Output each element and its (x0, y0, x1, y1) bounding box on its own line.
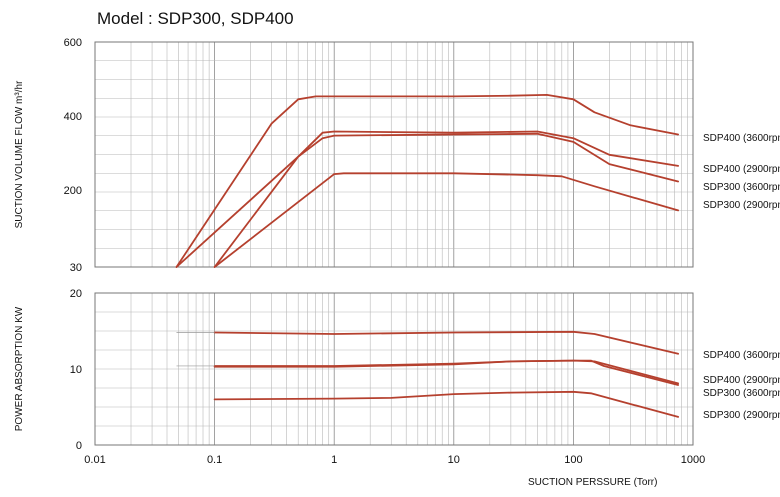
flow-series-line-1 (175, 94, 679, 268)
power-y-ticks: 0 10 20 (70, 288, 82, 452)
flow-series-group (175, 94, 679, 268)
power-y-tick-label: 20 (70, 288, 82, 300)
power-y-axis-label: POWER ABSORPTION KW (14, 306, 25, 431)
x-tick-label: 1000 (681, 454, 705, 466)
power-legend-label-1: SDP400 (3600rpm) (703, 350, 780, 361)
flow-series-line-4 (213, 172, 679, 268)
power-legend-label-4: SDP300 (2900rpm) (703, 410, 780, 421)
flow-legend: SDP400 (3600rpm) SDP400 (2900rpm) SDP300 (… (703, 133, 780, 211)
chart-title: Model : SDP300, SDP400 (97, 9, 294, 28)
flow-legend-label-2: SDP400 (2900rpm) (703, 164, 780, 175)
flow-legend-label-3: SDP300 (3600rpm) (703, 182, 780, 193)
flow-legend-label-4: SDP300 (2900rpm) (703, 200, 780, 211)
power-series-line-3 (213, 359, 679, 386)
flow-legend-label-1: SDP400 (3600rpm) (703, 133, 780, 144)
flow-y-tick-label: 600 (64, 37, 82, 49)
flow-y-axis-label: SUCTION VOLUME FLOW m³/hr (14, 80, 25, 228)
power-series-line-4 (213, 390, 679, 418)
power-series-line-1 (213, 330, 679, 355)
power-legend-label-2: SDP400 (2900rpm) (703, 375, 780, 386)
power-legend: SDP400 (3600rpm) SDP400 (2900rpm) SDP300 (… (703, 350, 780, 421)
x-axis-label: SUCTION PERSSURE (Torr) (528, 477, 657, 488)
power-legend-label-3: SDP300 (3600rpm) (703, 388, 780, 399)
power-y-tick-label: 10 (70, 364, 82, 376)
flow-y-tick-label: 30 (70, 262, 82, 274)
x-tick-label: 0.01 (84, 454, 105, 466)
x-tick-labels: 0.01 0.1 1 10 100 1000 (84, 454, 705, 466)
power-y-tick-label: 0 (76, 440, 82, 452)
flow-grid (94, 41, 694, 268)
plot-frame (94, 292, 694, 446)
x-tick-label: 10 (448, 454, 460, 466)
power-grid (94, 292, 694, 446)
flow-series-line-3 (213, 132, 679, 268)
flow-y-ticks: 30 200 400 600 (64, 37, 82, 274)
x-tick-label: 1 (331, 454, 337, 466)
power-series-group (176, 330, 679, 418)
x-tick-label: 0.1 (207, 454, 222, 466)
flow-series-line-2 (175, 130, 679, 268)
flow-y-tick-label: 400 (64, 111, 82, 123)
plot-frame (94, 41, 694, 268)
x-tick-label: 100 (564, 454, 582, 466)
flow-y-tick-label: 200 (64, 185, 82, 197)
